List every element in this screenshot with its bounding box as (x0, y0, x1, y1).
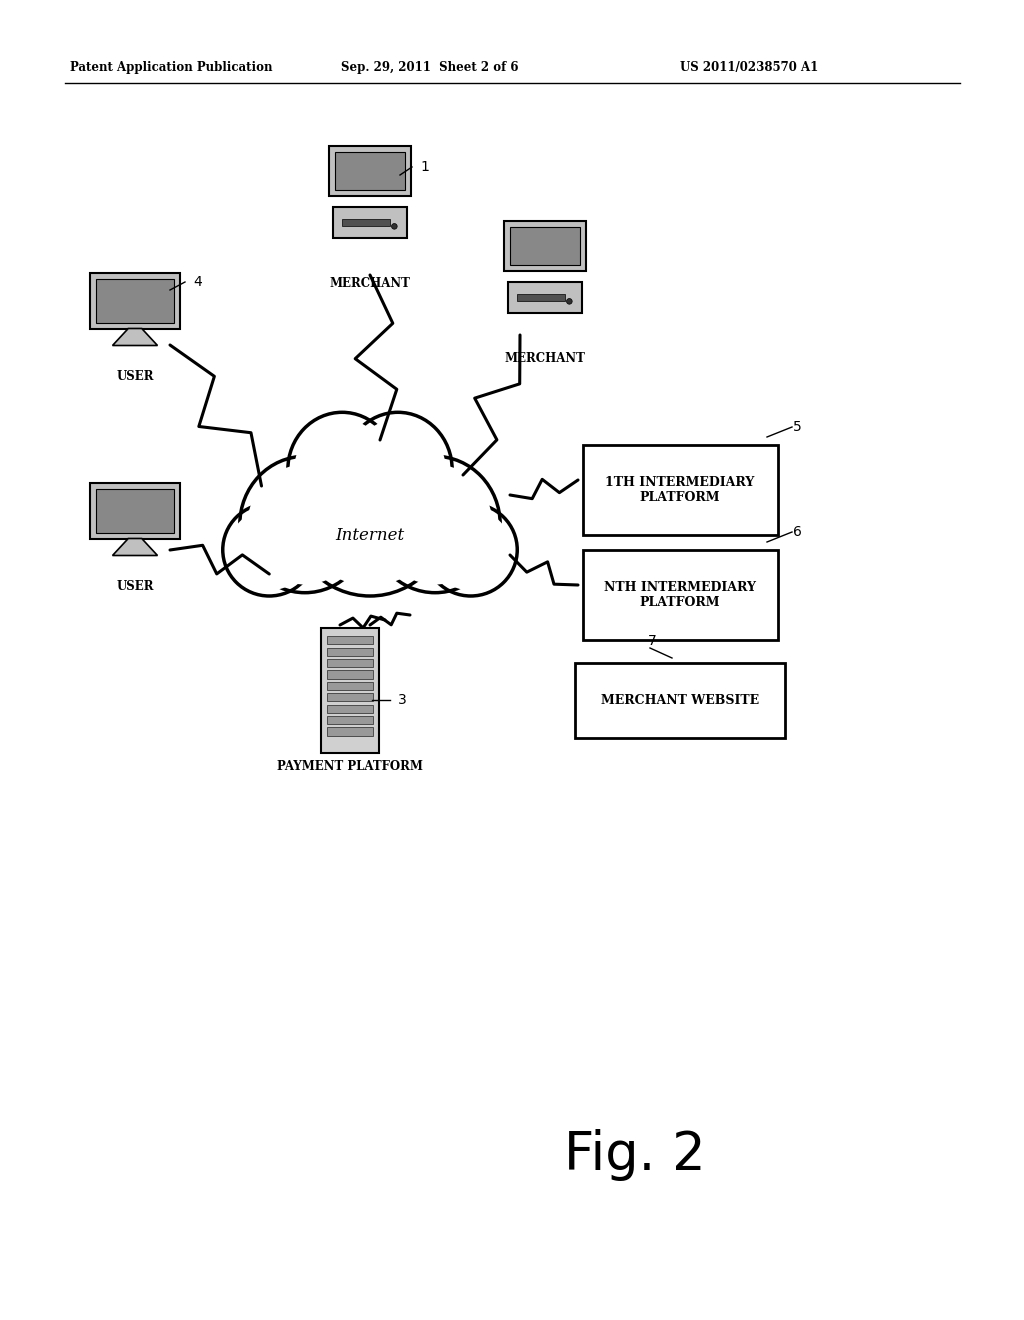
Polygon shape (113, 539, 158, 556)
Ellipse shape (424, 504, 517, 597)
FancyBboxPatch shape (327, 715, 373, 725)
FancyBboxPatch shape (342, 219, 390, 226)
FancyBboxPatch shape (327, 671, 373, 678)
Text: 6: 6 (793, 525, 802, 539)
FancyBboxPatch shape (321, 627, 379, 752)
Ellipse shape (223, 504, 315, 597)
Text: USER: USER (117, 370, 154, 383)
Ellipse shape (370, 457, 500, 593)
Ellipse shape (288, 412, 396, 527)
Ellipse shape (299, 441, 441, 586)
FancyBboxPatch shape (329, 147, 411, 195)
Ellipse shape (430, 510, 512, 590)
Ellipse shape (344, 412, 453, 527)
Circle shape (391, 223, 397, 230)
FancyBboxPatch shape (327, 727, 373, 735)
FancyBboxPatch shape (575, 663, 785, 738)
Text: PAYMENT PLATFORM: PAYMENT PLATFORM (278, 760, 423, 774)
FancyBboxPatch shape (327, 659, 373, 667)
Text: USER: USER (117, 579, 154, 593)
Text: MERCHANT WEBSITE: MERCHANT WEBSITE (601, 693, 759, 706)
Ellipse shape (228, 510, 310, 590)
Ellipse shape (294, 420, 390, 520)
FancyBboxPatch shape (504, 222, 586, 271)
FancyBboxPatch shape (508, 282, 582, 313)
FancyBboxPatch shape (583, 550, 777, 640)
Ellipse shape (248, 465, 362, 585)
Text: NTH INTERMEDIARY
PLATFORM: NTH INTERMEDIARY PLATFORM (604, 581, 756, 609)
Text: Sep. 29, 2011  Sheet 2 of 6: Sep. 29, 2011 Sheet 2 of 6 (341, 62, 519, 74)
Text: 4: 4 (193, 275, 202, 289)
FancyBboxPatch shape (327, 693, 373, 701)
FancyBboxPatch shape (327, 648, 373, 656)
FancyBboxPatch shape (327, 636, 373, 644)
FancyBboxPatch shape (335, 152, 406, 190)
Text: 3: 3 (398, 693, 407, 708)
FancyBboxPatch shape (510, 227, 580, 264)
Ellipse shape (290, 432, 451, 597)
Text: Fig. 2: Fig. 2 (564, 1129, 706, 1181)
Text: 1: 1 (420, 160, 429, 174)
Text: MERCHANT: MERCHANT (505, 352, 586, 366)
Circle shape (566, 298, 572, 304)
FancyBboxPatch shape (96, 280, 174, 322)
FancyBboxPatch shape (583, 445, 777, 535)
Polygon shape (113, 329, 158, 346)
Ellipse shape (378, 465, 493, 585)
Text: US 2011/0238570 A1: US 2011/0238570 A1 (680, 62, 818, 74)
Text: 1TH INTERMEDIARY
PLATFORM: 1TH INTERMEDIARY PLATFORM (605, 477, 755, 504)
Text: Internet: Internet (336, 527, 404, 544)
FancyBboxPatch shape (90, 273, 180, 329)
FancyBboxPatch shape (96, 490, 174, 532)
FancyBboxPatch shape (517, 294, 565, 301)
Text: MERCHANT: MERCHANT (330, 277, 411, 290)
FancyBboxPatch shape (90, 483, 180, 539)
FancyBboxPatch shape (327, 705, 373, 713)
Text: 5: 5 (793, 420, 802, 434)
Text: 7: 7 (648, 634, 656, 648)
Text: Patent Application Publication: Patent Application Publication (70, 62, 272, 74)
FancyBboxPatch shape (327, 682, 373, 690)
Ellipse shape (350, 420, 445, 520)
FancyBboxPatch shape (333, 207, 407, 239)
Ellipse shape (240, 457, 370, 593)
